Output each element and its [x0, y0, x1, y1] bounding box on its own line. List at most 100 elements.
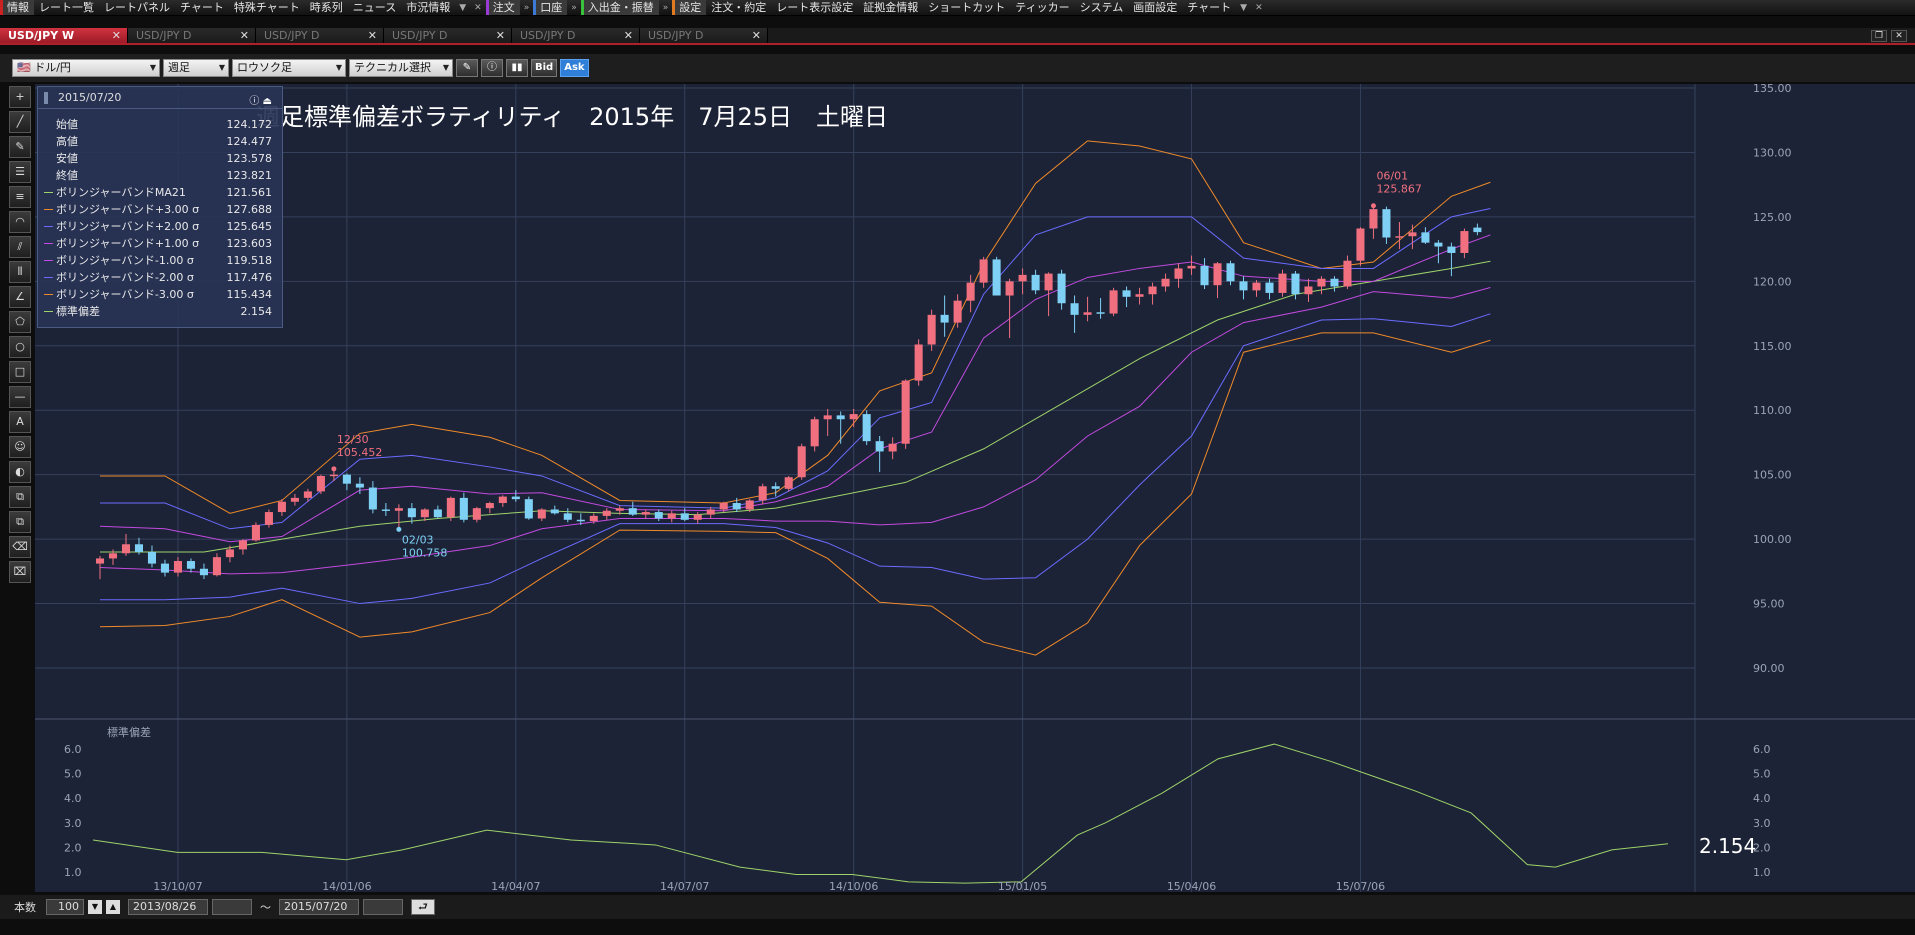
count-input[interactable]: 100: [46, 899, 84, 915]
info-row-value: 117.476: [226, 271, 273, 284]
candle-body: [784, 477, 793, 489]
candle-icon[interactable]: ▮▮: [506, 59, 528, 77]
close-icon[interactable]: ✕: [239, 29, 249, 42]
to-time-input[interactable]: [363, 899, 403, 915]
menu-item-rate-display[interactable]: レート表示設定: [776, 0, 854, 14]
info-icon[interactable]: ⓘ ⏏: [249, 96, 272, 107]
fan-icon[interactable]: ⫽: [9, 236, 31, 258]
menu-item-news[interactable]: ニュース: [352, 0, 397, 14]
close-icon[interactable]: ✕: [367, 29, 377, 42]
color-icon[interactable]: ◐: [9, 461, 31, 483]
menu-item-chart[interactable]: チャート: [180, 0, 224, 14]
symbol-select[interactable]: 🇺🇸 ドル/円: [12, 59, 160, 77]
info-row-label: ボリンジャーバンド-3.00 σ: [56, 288, 194, 301]
menu-item-chart-settings[interactable]: チャート: [1187, 0, 1232, 14]
menu-item-rate-list[interactable]: レート一覧: [39, 0, 94, 14]
close-icon[interactable]: ✕: [1255, 2, 1263, 13]
menu-item-ticker[interactable]: ティッカー: [1015, 0, 1070, 14]
trendline-icon[interactable]: ╱: [9, 111, 31, 133]
horizontal-lines-icon[interactable]: ☰: [9, 161, 31, 183]
chevron-up-icon[interactable]: ▲: [106, 900, 120, 914]
menu-item-order-execution[interactable]: 注文・約定: [711, 0, 767, 14]
menu-item-order[interactable]: 注文: [485, 0, 520, 15]
vertical-lines-icon[interactable]: ⦀: [9, 261, 31, 283]
to-date-input[interactable]: 2015/07/20: [279, 899, 359, 915]
ask-button[interactable]: Ask: [560, 59, 589, 77]
circle-icon[interactable]: ○: [9, 336, 31, 358]
menu-item-system[interactable]: システム: [1079, 0, 1124, 14]
menu-item-deposit[interactable]: 入出金・振替: [580, 0, 659, 15]
bid-button[interactable]: Bid: [531, 59, 558, 77]
tab-usdjpy-d[interactable]: USD/JPY D ✕: [512, 28, 640, 43]
chevron-down-icon[interactable]: ▼: [459, 2, 467, 13]
close-icon[interactable]: ✕: [111, 29, 121, 42]
pen-icon[interactable]: ✎: [456, 59, 478, 77]
tab-usdjpy-d[interactable]: USD/JPY D ✕: [128, 28, 256, 43]
menu-item-shortcut[interactable]: ショートカット: [928, 0, 1006, 14]
double-chevron-icon[interactable]: »: [523, 2, 530, 13]
close-icon[interactable]: ✕: [623, 29, 633, 42]
reset-icon[interactable]: ⮐: [411, 899, 435, 915]
text-icon[interactable]: A: [9, 411, 31, 433]
restore-icon[interactable]: ❐: [1871, 30, 1887, 42]
annotation-date: 02/03: [402, 533, 434, 546]
close-icon[interactable]: ✕: [495, 29, 505, 42]
from-time-input[interactable]: [212, 899, 252, 915]
close-window-icon[interactable]: ✕: [1891, 30, 1907, 42]
tab-usdjpy-d[interactable]: USD/JPY D ✕: [640, 28, 768, 43]
chart-type-select[interactable]: ロウソク足: [232, 59, 346, 77]
technical-select[interactable]: テクニカル選択: [349, 59, 453, 77]
period-select[interactable]: 週足: [163, 59, 229, 77]
stddev-tick-label-left: 3.0: [64, 817, 82, 830]
paste-icon[interactable]: ⧉: [9, 511, 31, 533]
fib-lines-icon[interactable]: ≡: [9, 186, 31, 208]
menu-item-margin-info[interactable]: 証拠金情報: [863, 0, 919, 14]
channel-icon[interactable]: ∠: [9, 286, 31, 308]
eraser-all-icon[interactable]: ⌧: [9, 561, 31, 583]
double-chevron-icon[interactable]: »: [571, 2, 577, 13]
chart-area[interactable]: 12/30 105.452 02/03 100.758 06/01 125.867 135…: [35, 82, 1915, 893]
copy-icon[interactable]: ⧉: [9, 486, 31, 508]
eraser-icon[interactable]: ⌫: [9, 536, 31, 558]
candle-body: [225, 549, 234, 558]
stddev-line: [92, 743, 1669, 884]
crosshair-icon[interactable]: +: [9, 86, 31, 108]
from-date-input[interactable]: 2013/08/26: [128, 899, 208, 915]
menu-item-timeseries[interactable]: 時系列: [309, 0, 343, 14]
candle-body: [1395, 236, 1404, 238]
window-controls: ❐ ✕: [1871, 30, 1907, 42]
ruler-icon[interactable]: ✎: [9, 136, 31, 158]
rectangle-icon[interactable]: □: [9, 361, 31, 383]
arc-icon[interactable]: ◠: [9, 211, 31, 233]
emoji-icon[interactable]: ☺: [9, 436, 31, 458]
menu-item-rate-panel[interactable]: レートパネル: [104, 0, 170, 14]
candle-body: [1408, 232, 1417, 237]
menu-item-market-info[interactable]: 市況情報: [406, 0, 451, 14]
tab-usdjpy-d[interactable]: USD/JPY D ✕: [384, 28, 512, 43]
menu-item-info[interactable]: 情報: [0, 0, 34, 15]
chevron-down-icon[interactable]: ▼: [1240, 2, 1248, 13]
stddev-tick-label-left: 5.0: [64, 768, 82, 781]
chevron-down-icon[interactable]: ▼: [88, 900, 102, 914]
close-icon[interactable]: ✕: [474, 2, 482, 13]
menu-item-special-chart[interactable]: 特殊チャート: [233, 0, 300, 14]
double-chevron-icon[interactable]: »: [662, 2, 669, 13]
candle-body: [563, 513, 572, 520]
info-row: ボリンジャーバンド-3.00 σ 115.434: [44, 286, 272, 303]
menu-item-account[interactable]: 口座: [533, 0, 568, 15]
candle-body: [498, 496, 507, 504]
hline-icon[interactable]: —: [9, 386, 31, 408]
tab-usdjpy-w[interactable]: USD/JPY W ✕: [0, 28, 128, 43]
candle-body: [355, 483, 364, 488]
candle-body: [940, 314, 949, 323]
candle-body: [134, 544, 144, 552]
info-icon[interactable]: ⓘ: [481, 59, 503, 77]
pentagon-icon[interactable]: ⬠: [9, 311, 31, 333]
menu-item-screen-settings[interactable]: 画面設定: [1133, 0, 1178, 14]
menu-item-settings[interactable]: 設定: [672, 0, 707, 15]
candle-body: [888, 443, 897, 452]
tab-usdjpy-d[interactable]: USD/JPY D ✕: [256, 28, 384, 43]
info-row-label: ボリンジャーバンド+2.00 σ: [56, 220, 200, 233]
info-row: ボリンジャーバンド+2.00 σ 125.645: [44, 218, 272, 235]
close-icon[interactable]: ✕: [751, 29, 761, 42]
